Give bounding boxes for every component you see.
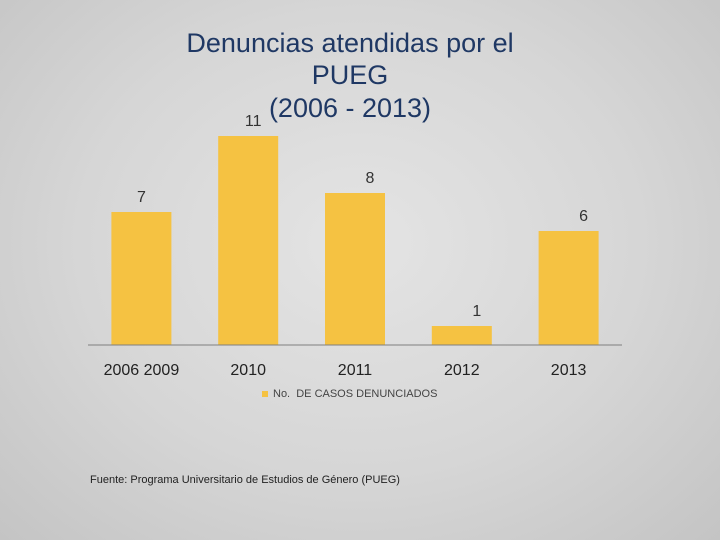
legend-swatch xyxy=(262,391,268,397)
data-label-2010: 11 xyxy=(245,113,262,130)
legend-label: No. DE CASOS DENUNCIADOS xyxy=(273,388,437,400)
x-tick-2013: 2013 xyxy=(551,362,587,379)
bar-2010 xyxy=(218,136,279,345)
bar-2012 xyxy=(431,326,492,345)
bars xyxy=(111,136,599,345)
data-label-2011: 8 xyxy=(366,170,375,187)
x-tick-labels: 2006 2009 2010 2011 2012 2013 xyxy=(104,362,587,379)
x-tick-2006-2009: 2006 2009 xyxy=(104,362,180,379)
x-tick-2012: 2012 xyxy=(444,362,480,379)
bar-2006-2009 xyxy=(111,212,172,345)
bar-2013 xyxy=(538,231,599,345)
data-label-2012: 1 xyxy=(472,303,481,320)
x-tick-2010: 2010 xyxy=(230,362,266,379)
chart-title-line-1: Denuncias atendidas por el xyxy=(186,28,513,58)
chart-title-line-3: (2006 - 2013) xyxy=(269,93,431,123)
data-labels: 7 11 8 1 6 xyxy=(137,113,588,320)
legend: No. DE CASOS DENUNCIADOS xyxy=(262,388,437,400)
data-label-2006-2009: 7 xyxy=(137,189,146,206)
chart-title-line-2: PUEG xyxy=(312,60,389,90)
source-note: Fuente: Programa Universitario de Estudi… xyxy=(90,474,400,486)
bar-2011 xyxy=(325,193,385,345)
x-tick-2011: 2011 xyxy=(338,362,373,379)
data-label-2013: 6 xyxy=(579,208,588,225)
